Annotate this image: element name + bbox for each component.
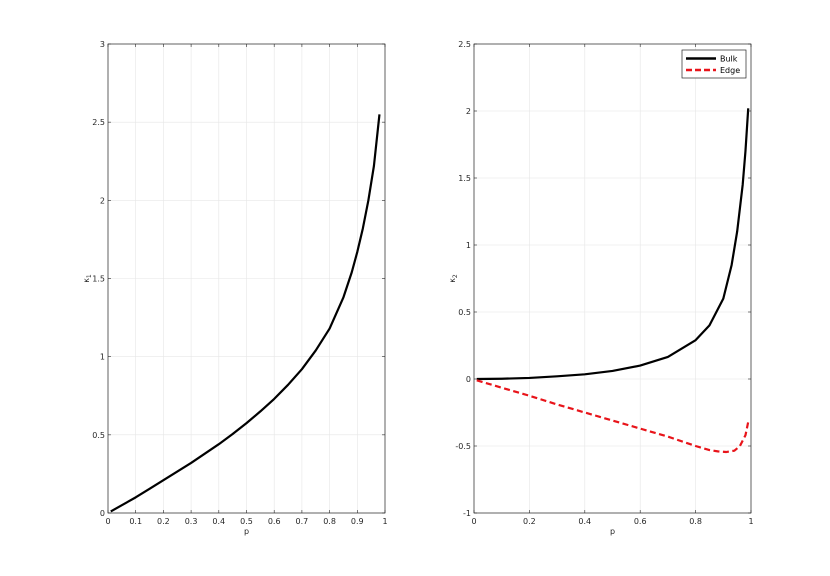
left-x-tick-label: 0.7	[296, 517, 309, 526]
left-x-tick-label: 0.1	[129, 517, 142, 526]
left-y-tick-label: 0	[100, 509, 105, 518]
left-y-axis-label-group: κ1	[82, 274, 93, 283]
right-y-axis-label: κ	[448, 278, 457, 283]
left-y-tick-label: 2.5	[92, 118, 105, 127]
right-y-tick-label: 2.5	[458, 40, 471, 49]
right-y-tick-label: 2	[466, 107, 471, 116]
legend-edge-label: Edge	[720, 66, 740, 75]
right-x-tick-label: 0	[471, 517, 476, 526]
left-y-tick-label: 1	[100, 353, 105, 362]
svg-text:κ2: κ2	[448, 274, 459, 283]
right-plot-area	[474, 44, 751, 513]
right-axes-box	[473, 43, 752, 514]
left-y-tick-label: 0.5	[92, 431, 105, 440]
svg-text:κ1: κ1	[82, 274, 93, 283]
right-series-bulk-line	[476, 108, 750, 381]
left-x-tick-label: 0.2	[157, 517, 170, 526]
right-x-tick-label: 0.2	[523, 517, 536, 526]
right-ticks: 0 0.2 0.4 0.6 0.8 1 -1 -0.5 0 0.5 1 1.5 2 2.5	[455, 40, 753, 526]
left-y-tick-label: 3	[100, 40, 105, 49]
right-y-tick-label: 0.5	[458, 308, 471, 317]
left-chart: 0 0.1 0.2 0.3 0.4 0.5 0.6 0.7 0.8 0.9 100.511.522.…	[82, 40, 388, 536]
right-y-tick-label: 0	[466, 375, 471, 384]
right-y-axis-label-group: κ2	[448, 274, 459, 283]
right-x-tick-label: 0.6	[634, 517, 647, 526]
legend-bulk-label: Bulk	[720, 55, 738, 64]
left-x-tick-label: 0.5	[240, 517, 253, 526]
left-y-axis-label-sub: 1	[86, 274, 93, 278]
left-series-series-0-line	[110, 114, 381, 513]
left-series	[110, 114, 381, 513]
left-x-tick-label: 0.3	[185, 517, 198, 526]
right-x-axis-label: p	[610, 527, 615, 536]
left-x-tick-label: 0.4	[212, 517, 225, 526]
right-y-tick-label: -1	[463, 509, 471, 518]
left-y-axis-label: κ	[82, 278, 91, 283]
right-series	[476, 108, 750, 454]
right-y-tick-label: 1.5	[458, 174, 471, 183]
right-y-tick-label: -0.5	[455, 442, 471, 451]
right-x-tick-label: 1	[748, 517, 753, 526]
right-y-tick-label: 1	[466, 241, 471, 250]
right-y-axis-label-sub: 2	[452, 274, 459, 278]
left-x-axis-label: p	[244, 527, 249, 536]
left-y-tick-label: 2	[100, 196, 105, 205]
left-x-tick-label: 0.6	[268, 517, 281, 526]
left-x-tick-label: 0	[105, 517, 110, 526]
right-series-edge-line	[476, 379, 750, 454]
left-x-tick-label: 0.8	[323, 517, 336, 526]
left-ticks: 0 0.1 0.2 0.3 0.4 0.5 0.6 0.7 0.8 0.9 1 0 0.5 1 1.5 2 2.…	[92, 40, 387, 526]
legend-box	[681, 49, 747, 79]
right-chart: 0 0.2 0.4 0.6 0.8 1-1-0.500.511.522.5 p κ2 Bu…	[448, 40, 754, 536]
right-x-tick-label: 0.4	[578, 517, 591, 526]
right-x-tick-label: 0.8	[689, 517, 702, 526]
left-y-tick-label: 1.5	[92, 275, 105, 284]
left-x-tick-label: 0.9	[351, 517, 364, 526]
legend: Bulk Edge	[681, 49, 747, 79]
left-x-tick-label: 1	[382, 517, 387, 526]
